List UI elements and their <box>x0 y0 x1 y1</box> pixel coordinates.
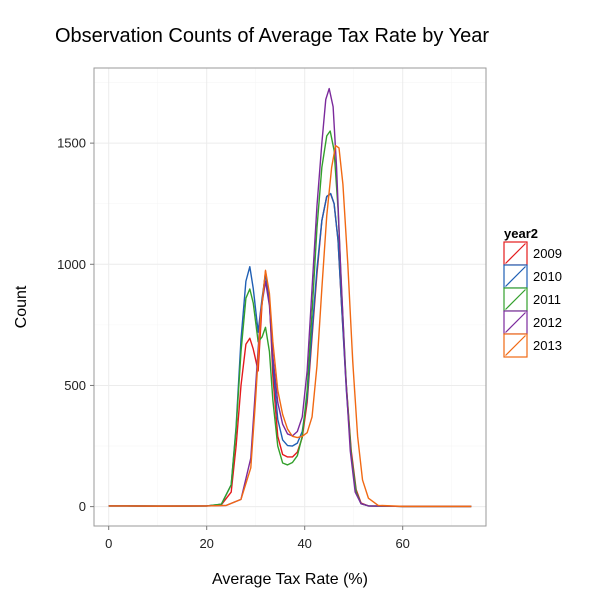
x-tick-label: 60 <box>395 536 409 551</box>
legend-label-2013: 2013 <box>533 338 562 353</box>
series-line-2012 <box>108 87 472 508</box>
plot-panel <box>93 67 487 527</box>
legend-title: year2 <box>504 226 538 241</box>
legend-label-2011: 2011 <box>533 292 561 307</box>
y-axis-label: Count <box>13 285 30 328</box>
legend-key-line-2009 <box>505 243 526 264</box>
x-tick-label: 20 <box>199 536 213 551</box>
legend-label-2010: 2010 <box>533 269 562 284</box>
y-tick-label: 1500 <box>57 136 86 151</box>
legend-label-2009: 2009 <box>533 246 562 261</box>
x-tick-label: 40 <box>297 536 311 551</box>
series-line-2009 <box>108 193 472 508</box>
x-axis-label: Average Tax Rate (%) <box>212 571 368 588</box>
legend-key-line-2013 <box>505 335 526 356</box>
y-tick-label: 500 <box>64 378 86 393</box>
y-tick-label: 0 <box>79 499 86 514</box>
legend-label-2012: 2012 <box>533 315 562 330</box>
series-line-2013 <box>108 144 472 508</box>
legend-key-line-2012 <box>505 312 526 333</box>
legend: year2 2009 2010 2011 2012 2013 <box>503 226 562 358</box>
series-layer <box>108 87 472 508</box>
legend-key-line-2011 <box>505 289 526 310</box>
y-tick-label: 1000 <box>57 257 86 272</box>
axes: 0 20 40 60 0 500 1000 1500 <box>57 136 410 551</box>
chart-title: Observation Counts of Average Tax Rate b… <box>55 25 489 47</box>
series-line-2011 <box>108 130 472 508</box>
series-line-2010 <box>108 192 472 508</box>
x-tick-label: 0 <box>105 536 112 551</box>
legend-key-line-2010 <box>505 266 526 287</box>
